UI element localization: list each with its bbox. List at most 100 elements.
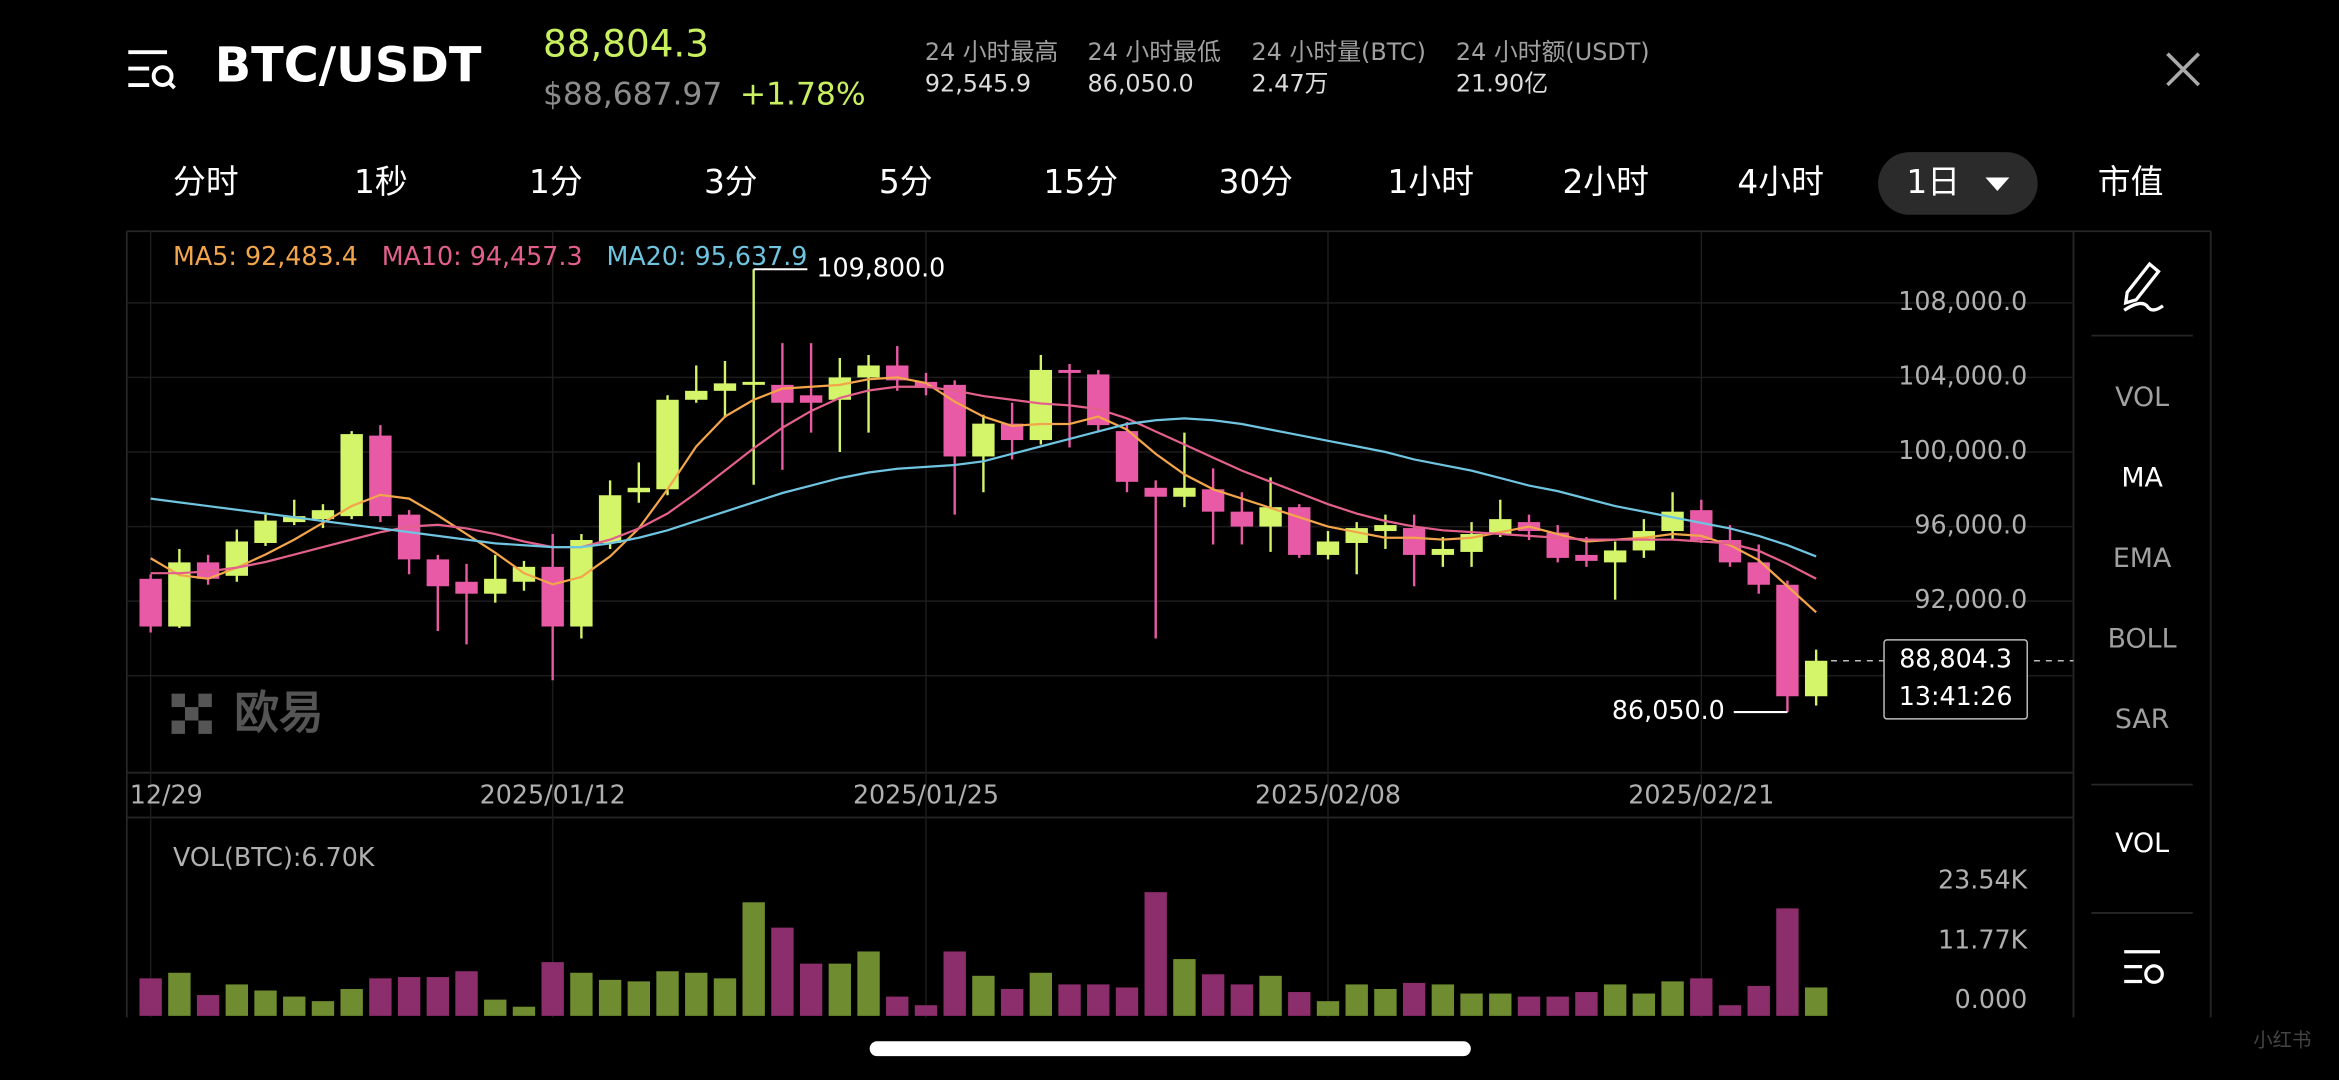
panel-frame xyxy=(125,230,2212,1018)
side-menu-item[interactable]: BOLL xyxy=(2108,623,2177,654)
ma-line xyxy=(150,417,1817,558)
volume-bar xyxy=(512,1006,536,1016)
candle-body xyxy=(541,566,564,627)
candle-body xyxy=(1316,541,1340,555)
candle-body xyxy=(1804,660,1828,697)
volume-bar xyxy=(1087,984,1110,1016)
volume-bar xyxy=(1546,996,1569,1016)
volume-bar xyxy=(771,927,794,1016)
tab[interactable]: 5分 xyxy=(879,163,933,201)
volume-bar xyxy=(1345,984,1368,1016)
volume-tick-label: 0.000 xyxy=(1955,984,2028,1014)
volume-bar xyxy=(742,902,765,1016)
side-menu-item[interactable]: VOL xyxy=(2115,382,2169,413)
min-label: 86,050.0 xyxy=(1612,695,1725,725)
usd-price: $88,687.97 xyxy=(543,76,722,112)
volume-bar xyxy=(1402,982,1426,1016)
stat-label: 24 小时最低 xyxy=(1087,38,1221,66)
countdown: 13:41:26 xyxy=(1899,681,2013,711)
volume-bar xyxy=(1029,972,1053,1016)
legend-entry: MA20: 95,637.9 xyxy=(606,241,807,271)
side-menu-item[interactable]: MA xyxy=(2121,462,2163,493)
volume-title: VOL(BTC):6.70K xyxy=(173,842,376,872)
side-menu-item[interactable]: SAR xyxy=(2115,704,2170,735)
tab[interactable]: 1秒 xyxy=(354,163,408,201)
volume-bar xyxy=(1201,974,1225,1016)
draw-tool-icon[interactable] xyxy=(2123,261,2164,312)
tab[interactable]: 市值 xyxy=(2098,163,2164,201)
volume-bar xyxy=(1747,985,1770,1016)
candle-body xyxy=(484,578,507,594)
volume-bar xyxy=(1575,992,1598,1016)
volume-bar xyxy=(1374,988,1397,1016)
tab[interactable]: 1日 xyxy=(1906,163,1960,201)
menu-icon[interactable] xyxy=(128,50,176,90)
volume-bar xyxy=(627,981,651,1016)
tab-dropdown-arrow xyxy=(1985,177,2010,191)
candle-body xyxy=(1374,525,1397,532)
volume-bar xyxy=(1058,984,1081,1016)
volume-bar xyxy=(799,963,823,1016)
side-menu-item[interactable]: VOL xyxy=(2115,828,2169,859)
last-price: 88,804.3 xyxy=(543,22,709,66)
stat-value: 92,545.9 xyxy=(925,70,1031,98)
max-label: 109,800.0 xyxy=(816,252,945,282)
volume-bar xyxy=(685,972,708,1016)
change: +1.78% xyxy=(740,76,866,112)
tab[interactable]: 分时 xyxy=(173,163,239,201)
stat-label: 24 小时额(USDT) xyxy=(1456,38,1650,66)
stat-value: 21.90亿 xyxy=(1456,70,1548,98)
volume-bar xyxy=(541,962,564,1016)
candle-body xyxy=(168,562,191,627)
tab[interactable]: 1小时 xyxy=(1387,163,1473,201)
settings-icon[interactable] xyxy=(2124,950,2164,984)
candle-body xyxy=(1776,584,1799,697)
candle-body xyxy=(742,381,765,385)
candle-body xyxy=(1690,510,1713,540)
tab-selected-bg xyxy=(1878,152,2038,215)
volume-bar xyxy=(857,951,880,1016)
candle-body xyxy=(1115,431,1139,482)
volume-bar xyxy=(369,978,392,1016)
candle-body xyxy=(1087,374,1110,426)
volume-bar xyxy=(311,1001,335,1016)
volume-bar xyxy=(598,979,622,1016)
candle-body xyxy=(1661,511,1684,532)
tab[interactable]: 2小时 xyxy=(1562,163,1648,201)
volume-bar xyxy=(1144,892,1167,1016)
volume-bar xyxy=(1718,1005,1742,1016)
tab[interactable]: 1分 xyxy=(529,163,583,201)
close-icon[interactable] xyxy=(2166,52,2201,87)
volume-bar xyxy=(1173,959,1196,1016)
tab[interactable]: 3分 xyxy=(704,163,758,201)
candle-body xyxy=(1230,511,1254,527)
tab[interactable]: 30分 xyxy=(1218,163,1293,201)
volume-bar xyxy=(828,963,852,1016)
candle-body xyxy=(340,434,363,517)
volume-bar xyxy=(455,971,478,1016)
volume-bar xyxy=(656,971,679,1016)
tab[interactable]: 4小时 xyxy=(1737,163,1823,201)
ma-line xyxy=(150,376,1817,614)
volume-bar xyxy=(1776,908,1799,1016)
pair[interactable]: BTC/USDT xyxy=(215,39,482,94)
candle-body xyxy=(455,581,478,594)
side-menu-item[interactable]: EMA xyxy=(2113,543,2172,574)
volume-bar xyxy=(254,990,277,1016)
candle-body xyxy=(1747,562,1770,585)
volume-bar xyxy=(1460,993,1483,1016)
volume-bar xyxy=(283,996,306,1016)
candle-body xyxy=(1029,369,1053,441)
x-tick-label: 2025/01/12 xyxy=(480,780,626,810)
y-tick-label: 100,000.0 xyxy=(1898,435,2027,465)
legend-entry: MA5: 92,483.4 xyxy=(173,241,358,271)
home-indicator[interactable] xyxy=(869,1041,1471,1057)
footer-watermark: 小红书 xyxy=(2253,1029,2311,1052)
candle-body xyxy=(1575,554,1598,561)
candle-body xyxy=(369,435,392,517)
y-tick-label: 96,000.0 xyxy=(1914,510,2027,540)
candle-body xyxy=(397,514,421,560)
volume-bar xyxy=(484,999,507,1016)
tab[interactable]: 15分 xyxy=(1043,163,1118,201)
